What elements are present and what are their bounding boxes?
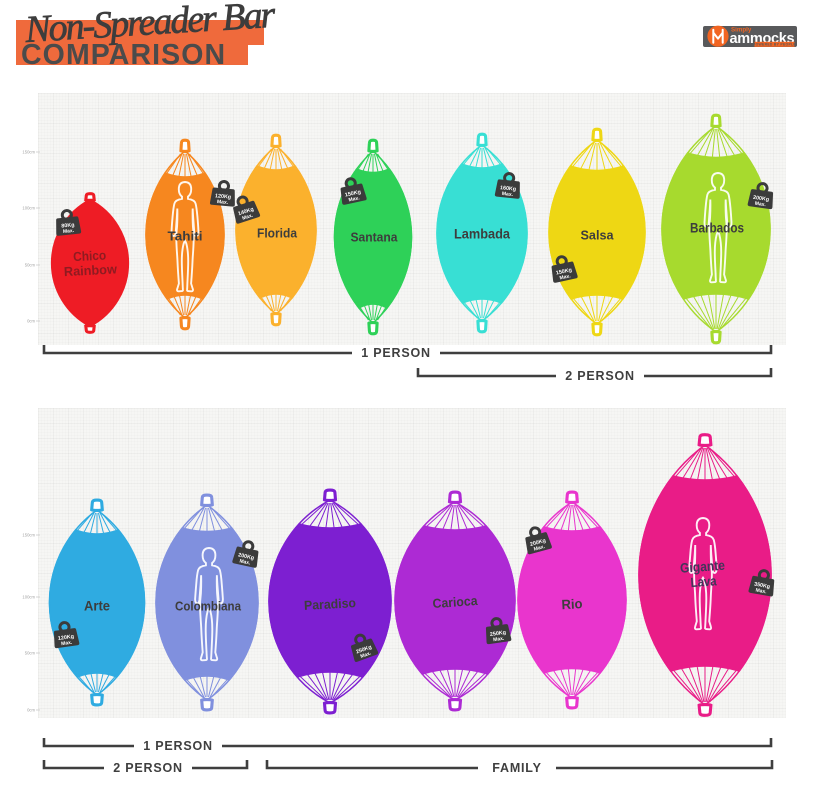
svg-text:150Kg: 150Kg — [344, 189, 361, 198]
svg-text:80Kg: 80Kg — [61, 222, 75, 229]
svg-text:140Kg: 140Kg — [237, 207, 254, 218]
svg-text:Carioca: Carioca — [432, 593, 479, 611]
svg-text:Max.: Max. — [348, 195, 361, 203]
svg-text:250Kg: 250Kg — [355, 644, 372, 655]
svg-text:COMPARISON: COMPARISON — [21, 39, 226, 71]
svg-text:160Kg: 160Kg — [500, 185, 517, 193]
svg-text:POWERED BY PEOPLE: POWERED BY PEOPLE — [753, 43, 796, 47]
svg-text:0cm: 0cm — [27, 708, 35, 713]
svg-text:Max.: Max. — [493, 636, 505, 644]
svg-text:Colombiana: Colombiana — [175, 599, 242, 614]
svg-text:2 PERSON: 2 PERSON — [113, 761, 183, 775]
svg-text:Max.: Max. — [63, 228, 75, 235]
svg-text:2 PERSON: 2 PERSON — [565, 369, 635, 383]
svg-text:Max.: Max. — [239, 558, 252, 566]
svg-text:50cm: 50cm — [25, 263, 36, 268]
svg-text:Paradiso: Paradiso — [304, 595, 357, 613]
svg-text:Max.: Max. — [754, 201, 766, 209]
svg-text:Salsa: Salsa — [581, 228, 615, 243]
svg-text:Non-Spreader Bar: Non-Spreader Bar — [23, 0, 277, 51]
svg-text:250Kg: 250Kg — [490, 630, 507, 638]
svg-text:Chico: Chico — [73, 247, 107, 264]
svg-text:1 PERSON: 1 PERSON — [361, 346, 431, 360]
svg-text:Max.: Max. — [559, 273, 572, 281]
svg-text:120Kg: 120Kg — [215, 193, 232, 200]
svg-text:1 PERSON: 1 PERSON — [143, 739, 213, 753]
svg-text:Max.: Max. — [241, 212, 254, 221]
svg-text:Florida: Florida — [257, 226, 298, 241]
svg-text:50cm: 50cm — [25, 651, 36, 656]
svg-text:Lava: Lava — [690, 573, 717, 590]
svg-text:150cm: 150cm — [22, 533, 35, 538]
svg-text:Max.: Max. — [502, 191, 514, 198]
svg-text:120Kg: 120Kg — [58, 634, 75, 642]
svg-text:Barbados: Barbados — [690, 221, 744, 236]
svg-text:Max.: Max. — [217, 199, 229, 206]
svg-text:Max.: Max. — [61, 640, 73, 648]
svg-text:0cm: 0cm — [27, 319, 35, 324]
svg-text:Arte: Arte — [84, 599, 110, 614]
svg-text:Rainbow: Rainbow — [64, 261, 119, 279]
svg-text:Max.: Max. — [360, 650, 373, 660]
svg-text:200Kg: 200Kg — [753, 195, 770, 203]
svg-text:Max.: Max. — [755, 588, 768, 596]
svg-text:Tahiti: Tahiti — [168, 229, 203, 244]
svg-text:200Kg: 200Kg — [529, 538, 546, 548]
svg-text:Gigante: Gigante — [680, 558, 726, 576]
svg-text:100cm: 100cm — [22, 595, 35, 600]
svg-text:Lambada: Lambada — [454, 227, 510, 242]
svg-text:FAMILY: FAMILY — [492, 761, 541, 775]
svg-text:Simply: Simply — [731, 27, 752, 34]
svg-text:Santana: Santana — [351, 230, 399, 245]
svg-text:150Kg: 150Kg — [555, 267, 572, 276]
svg-text:350Kg: 350Kg — [754, 582, 771, 591]
svg-text:100cm: 100cm — [22, 206, 35, 211]
svg-text:200Kg: 200Kg — [237, 552, 254, 561]
svg-text:150cm: 150cm — [22, 150, 35, 155]
svg-text:Max.: Max. — [533, 544, 546, 553]
svg-text:Rio: Rio — [561, 596, 583, 612]
